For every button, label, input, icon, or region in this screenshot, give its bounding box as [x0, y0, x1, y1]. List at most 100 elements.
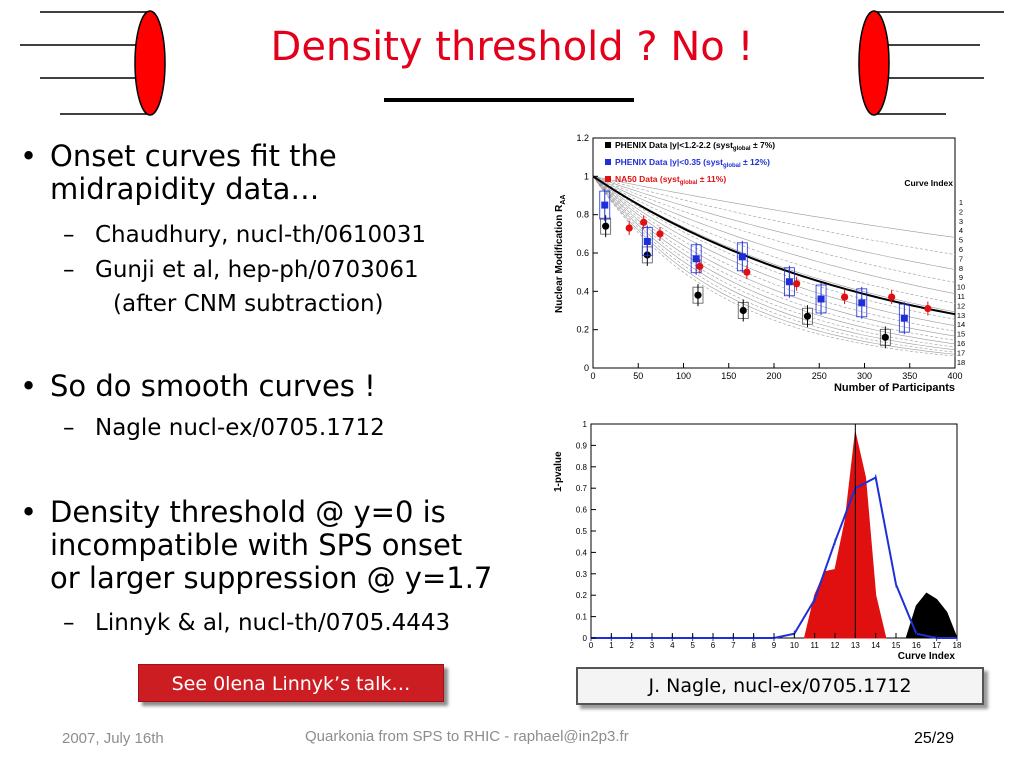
title-underline [384, 98, 634, 102]
curve-index-label: 13 [957, 311, 965, 320]
sub-bullet-1-2-line-2: (after CNM subtraction) [113, 291, 384, 317]
bullet-3-line-1: Density threshold @ y=0 is [50, 495, 446, 529]
curve-index-label: 11 [957, 292, 965, 301]
dash-glyph: – [63, 610, 75, 636]
red-oval-right [858, 10, 890, 116]
x-tick-label: 13 [851, 641, 860, 650]
curve-index-label: 6 [959, 245, 963, 254]
x-tick-label: 1 [609, 641, 614, 650]
curve-index-label: 15 [957, 330, 965, 339]
x-tick-label: 18 [953, 641, 962, 650]
bullet-3-line-3: or larger suppression @ y=1.7 [50, 561, 493, 595]
x-tick-label: 350 [902, 371, 917, 381]
reference-box: J. Nagle, nucl-ex/0705.1712 [576, 667, 984, 705]
theory-curve [592, 176, 956, 351]
x-tick-label: 100 [676, 371, 691, 381]
x-tick-label: 10 [790, 641, 799, 650]
bullet-glyph: • [20, 495, 38, 529]
curve-index-title: Curve Index [904, 178, 953, 188]
data-point-na50 [888, 293, 896, 301]
data-point-phenix-mid [900, 314, 908, 322]
sub-bullet-1-1-line-1: Chaudhury, nucl-th/0610031 [95, 222, 427, 248]
y-tick-label: 0.9 [576, 441, 588, 450]
curve-index-label: 1 [959, 198, 963, 207]
data-point-phenix-forward [694, 291, 702, 299]
x-tick-label: 3 [650, 641, 655, 650]
y-tick-label: 0.3 [576, 570, 588, 579]
bullet-1-line-1: Onset curves fit the [50, 139, 337, 173]
footer-date: 2007, July 16th [62, 730, 164, 747]
slide-title: Density threshold ? No ! [270, 24, 754, 70]
y-tick-label: 0 [583, 634, 588, 643]
data-point-phenix-forward [602, 222, 610, 230]
theory-curve [592, 176, 956, 353]
theory-curve [592, 176, 956, 255]
curve-index-label: 3 [959, 217, 963, 226]
y-tick-label: 0.4 [576, 286, 589, 296]
x-tick-label: 0 [590, 371, 595, 381]
x-axis-label: Curve Index [898, 651, 956, 662]
theory-curve [592, 176, 956, 238]
x-tick-label: 11 [811, 641, 820, 650]
theory-curve [592, 176, 956, 320]
x-tick-label: 250 [812, 371, 827, 381]
y-tick-label: 0.8 [576, 463, 588, 472]
curve-index-label: 16 [957, 339, 965, 348]
sub-bullet-1-1: – Chaudhury, nucl-th/0610031 [63, 218, 427, 252]
data-point-na50 [840, 293, 849, 301]
data-point-phenix-mid [817, 295, 825, 303]
sub-bullet-1-2-line-1: Gunji et al, hep-ph/0703061 [95, 257, 419, 283]
legend-entry: PHENIX Data |y|<1.2-2.2 (systglobal ± 7%… [615, 140, 775, 152]
curve-index-label: 2 [959, 207, 963, 216]
curve-index-label: 12 [957, 301, 965, 310]
x-tick-label: 300 [857, 371, 872, 381]
bullet-3: • Density threshold @ y=0 is incompatibl… [20, 495, 493, 595]
x-tick-label: 50 [633, 371, 643, 381]
red-oval-left [134, 10, 166, 116]
legend-entry: PHENIX Data |y|<0.35 (systglobal ± 12%) [615, 157, 770, 169]
dash-glyph: – [63, 415, 75, 441]
pvalue-chart: 0 1 2 3 4 5 6 7 8 9 10 11 12 13 14 15 16 17 1800.10.20.30.… [553, 420, 962, 662]
curve-index-label: 8 [959, 264, 963, 273]
data-point-phenix-mid [858, 299, 866, 307]
legend-marker [605, 142, 611, 148]
data-point-phenix-mid [601, 201, 609, 209]
y-tick-label: 0.2 [576, 325, 589, 335]
y-tick-label: 0.5 [576, 527, 588, 536]
data-point-phenix-mid [785, 278, 793, 286]
y-tick-label: 0.2 [576, 591, 588, 600]
data-point-phenix-forward [881, 333, 889, 341]
y-axis-label: Nuclear Modification RAA [554, 195, 567, 313]
theory-curve [592, 176, 956, 357]
footer-page-number: 25/29 [914, 730, 955, 747]
x-tick-label: 0 [589, 641, 594, 650]
data-point-phenix-mid [643, 238, 651, 245]
y-tick-label: 1 [584, 171, 589, 181]
data-point-phenix-mid [692, 255, 700, 263]
theory-curve [592, 176, 956, 283]
bullet-2-line-1: So do smooth curves ! [50, 369, 376, 403]
see-talk-button[interactable]: See 0lena Linnyk’s talk… [138, 664, 444, 702]
data-point-na50 [696, 262, 704, 271]
data-point-na50 [625, 224, 633, 232]
dash-glyph: – [63, 222, 75, 248]
curve-index-label: 9 [959, 273, 963, 282]
sub-bullet-2-1: – Nagle nucl-ex/0705.1712 [63, 411, 385, 445]
bullet-1: • Onset curves fit the midrapidity data… [20, 139, 337, 206]
x-tick-label: 16 [912, 641, 921, 650]
x-tick-label: 4 [670, 641, 675, 650]
x-tick-label: 9 [772, 641, 777, 650]
curve-index-label: 7 [959, 254, 963, 263]
theory-curve [592, 176, 956, 294]
plot-frame [592, 137, 956, 369]
raa-chart: 0 50 100 150 200 250 300 350 400 0 0.2 0.4 0.6 0.8 1 1.… [554, 133, 965, 392]
sub-bullet-3-1-line-1: Linnyk & al, nucl-th/0705.4443 [95, 610, 451, 636]
bullet-1-line-2: midrapidity data… [50, 172, 320, 206]
right-decoration [858, 10, 1004, 116]
x-tick-label: 14 [871, 641, 880, 650]
theory-curve [592, 176, 956, 345]
bullet-glyph: • [20, 369, 38, 403]
best-fit-curve [592, 175, 956, 316]
x-tick-label: 7 [731, 641, 736, 650]
curve-index-label: 10 [957, 283, 965, 292]
